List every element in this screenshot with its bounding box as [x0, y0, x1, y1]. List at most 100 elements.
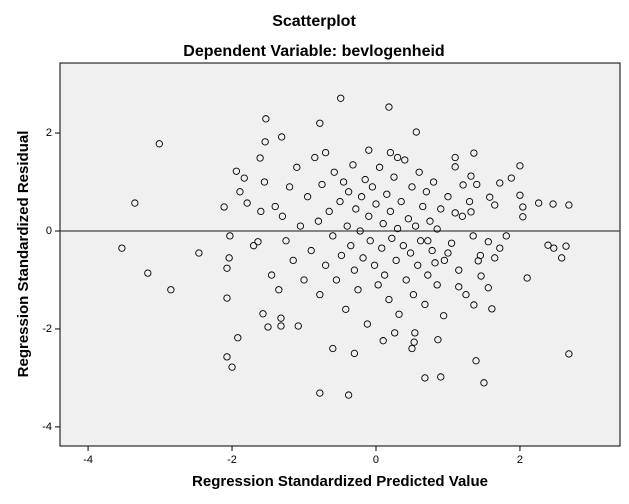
point	[349, 161, 357, 169]
point	[401, 156, 409, 164]
point	[361, 175, 369, 184]
point	[366, 237, 374, 245]
point	[337, 94, 345, 102]
y-tick-label: -4	[42, 421, 52, 433]
point	[422, 188, 431, 196]
point	[496, 244, 504, 252]
point	[496, 179, 504, 187]
point	[565, 201, 573, 209]
point	[411, 329, 419, 337]
point	[332, 276, 341, 284]
point	[144, 269, 152, 277]
point	[523, 274, 531, 282]
point	[429, 178, 438, 186]
point	[491, 254, 499, 262]
point	[562, 242, 570, 250]
point	[519, 203, 527, 211]
point	[462, 291, 470, 299]
point	[370, 261, 379, 269]
point	[374, 281, 382, 289]
point	[372, 200, 380, 208]
point	[507, 174, 515, 182]
point	[488, 305, 496, 313]
point	[406, 249, 415, 257]
point	[385, 295, 393, 304]
point	[455, 266, 463, 274]
point	[278, 212, 287, 220]
point	[416, 237, 425, 245]
point	[565, 350, 573, 358]
point	[262, 115, 270, 123]
point	[447, 239, 456, 247]
point	[399, 242, 407, 250]
point	[336, 197, 344, 206]
point	[516, 162, 524, 170]
point	[296, 222, 305, 230]
x-axis-title: Regression Standardized Predicted Value	[192, 473, 488, 490]
point	[356, 227, 364, 235]
point	[386, 207, 395, 216]
point	[383, 190, 391, 198]
point	[271, 202, 279, 211]
point	[433, 225, 441, 233]
point	[321, 261, 330, 269]
point	[379, 219, 387, 228]
point	[350, 349, 359, 358]
point	[277, 314, 285, 322]
point	[232, 167, 240, 175]
point	[431, 259, 439, 267]
point	[477, 272, 485, 280]
point	[419, 202, 427, 211]
point	[393, 153, 402, 162]
point	[300, 276, 308, 284]
point	[378, 244, 386, 252]
point	[368, 183, 377, 191]
point	[254, 238, 262, 246]
point	[321, 148, 330, 157]
point	[424, 271, 432, 279]
point	[444, 193, 452, 201]
point	[342, 305, 350, 314]
point	[314, 217, 323, 225]
point	[257, 207, 265, 216]
point	[451, 209, 459, 217]
point	[365, 146, 373, 154]
point	[260, 178, 269, 186]
point	[354, 286, 362, 294]
point	[311, 153, 319, 162]
point	[289, 256, 297, 265]
point	[325, 207, 333, 216]
point	[486, 193, 494, 201]
point	[480, 379, 488, 387]
point	[282, 237, 290, 245]
point	[228, 363, 236, 371]
chart-title: Scatterplot	[272, 13, 356, 30]
x-tick-label: 0	[373, 454, 379, 466]
point	[316, 389, 324, 397]
point	[473, 180, 481, 189]
point	[410, 338, 418, 346]
plot-area	[59, 62, 621, 447]
point	[350, 266, 359, 274]
point	[476, 251, 485, 260]
point	[344, 188, 353, 196]
y-axis-title: Regression Standardized Residual	[15, 131, 32, 378]
point	[434, 336, 442, 344]
point	[256, 154, 264, 162]
point	[393, 224, 402, 233]
point	[519, 213, 527, 221]
point	[380, 271, 389, 279]
point	[343, 222, 351, 230]
point	[223, 353, 231, 361]
point	[234, 334, 242, 342]
point	[426, 217, 434, 225]
point	[392, 256, 400, 265]
point	[484, 238, 492, 246]
point	[558, 254, 566, 262]
point	[421, 374, 429, 382]
point	[484, 284, 492, 292]
point	[118, 244, 126, 252]
point	[379, 337, 387, 345]
